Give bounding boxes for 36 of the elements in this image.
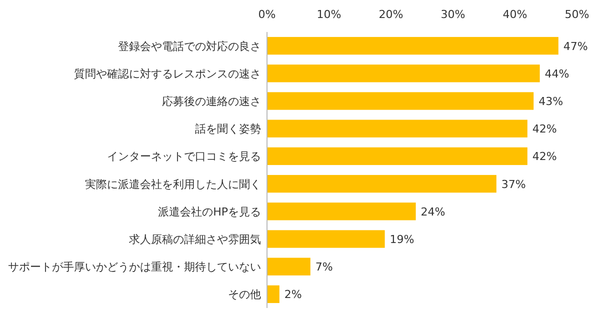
bar	[267, 64, 540, 82]
x-tick-label: 50%	[564, 8, 590, 21]
y-tick-label: その他	[228, 288, 261, 302]
x-tick-label: 10%	[316, 8, 342, 21]
y-tick-label: 登録会や電話での対応の良さ	[118, 40, 261, 53]
bar	[267, 36, 558, 55]
data-label: 44%	[544, 67, 570, 80]
bar	[267, 285, 280, 304]
data-label: 42%	[532, 122, 557, 136]
y-tick-label: 派遣会社のHPを見る	[158, 205, 261, 218]
data-label: 42%	[532, 150, 557, 164]
bar	[267, 120, 528, 138]
y-tick-label: サポートが手厚いかどうかは重視・期待していない	[8, 260, 261, 274]
bar	[267, 92, 534, 110]
bar	[267, 230, 385, 248]
x-tick-label: 0%	[258, 8, 276, 21]
x-tick-label: 30%	[440, 8, 466, 21]
data-label: 24%	[420, 205, 446, 218]
x-tick-label: 40%	[502, 8, 528, 21]
y-tick-label: 実際に派遣会社を利用した人に聞く	[85, 178, 261, 191]
bar	[267, 202, 416, 220]
data-label: 37%	[501, 178, 526, 191]
data-label: 7%	[315, 260, 333, 274]
y-tick-label: 求人原稿の詳細さや雰囲気	[129, 233, 261, 246]
bar	[267, 258, 310, 276]
y-tick-label: 質問や確認に対するレスポンスの速さ	[74, 67, 261, 80]
x-tick-label: 20%	[378, 8, 404, 21]
bar	[267, 174, 496, 193]
data-label: 2%	[284, 288, 302, 302]
bar	[267, 147, 528, 166]
data-label: 43%	[538, 95, 564, 108]
y-tick-label: 話を聞く姿勢	[195, 122, 261, 136]
data-label: 47%	[563, 40, 588, 53]
y-tick-label: インターネットで口コミを見る	[107, 150, 261, 164]
data-label: 19%	[390, 233, 414, 246]
y-tick-label: 応募後の連絡の速さ	[162, 95, 261, 108]
